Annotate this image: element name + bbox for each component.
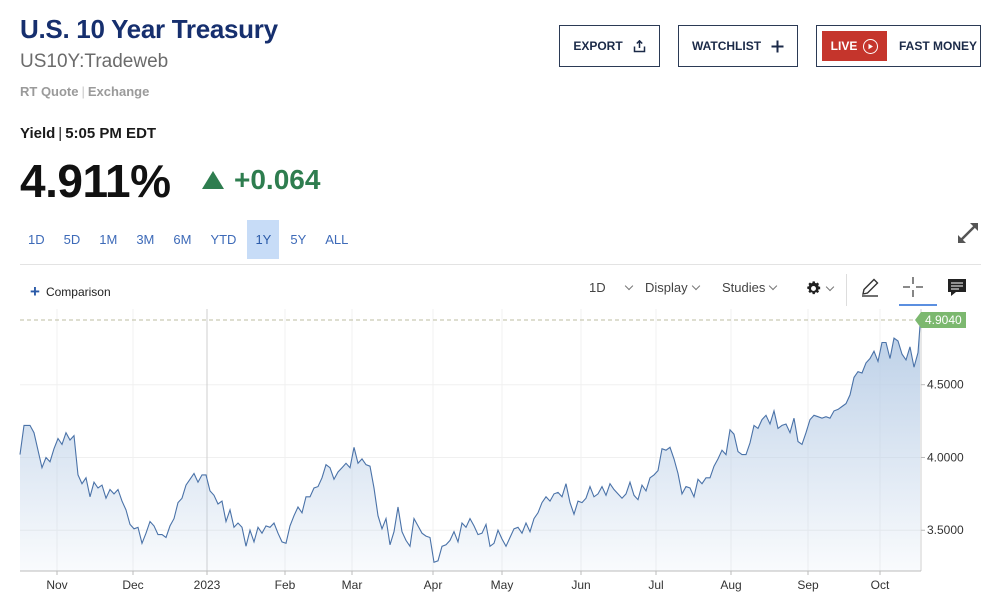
range-5y[interactable]: 5Y bbox=[290, 232, 307, 247]
price-change: +0.064 bbox=[202, 164, 320, 196]
quote-exchange: Exchange bbox=[87, 84, 150, 99]
range-1m[interactable]: 1M bbox=[99, 232, 118, 247]
range-all[interactable]: ALL bbox=[325, 232, 349, 247]
toolbar-divider bbox=[846, 274, 847, 306]
separator: | bbox=[58, 125, 63, 142]
last-price-label: 4.9040 bbox=[925, 313, 962, 327]
range-selector: 1D 5D 1M 3M 6M YTD 1Y 5Y ALL bbox=[20, 220, 359, 259]
gear-icon bbox=[807, 281, 821, 295]
range-3m[interactable]: 3M bbox=[136, 232, 155, 247]
display-dropdown[interactable]: Display bbox=[645, 280, 700, 295]
x-tick-label: Jun bbox=[571, 578, 590, 592]
comparison-button[interactable]: + Comparison bbox=[30, 283, 111, 300]
x-tick-label: Apr bbox=[424, 578, 443, 592]
x-tick-label: Jul bbox=[648, 578, 663, 592]
x-tick-label: 2023 bbox=[194, 578, 221, 592]
share-icon bbox=[633, 39, 645, 52]
last-price: 4.911% bbox=[20, 155, 171, 207]
quote-time: 5:05 PM EDT bbox=[65, 125, 157, 142]
chevron-down-icon bbox=[691, 281, 700, 291]
chevron-down-icon bbox=[825, 282, 835, 292]
range-1d[interactable]: 1D bbox=[28, 232, 45, 247]
studies-dropdown[interactable]: Studies bbox=[722, 280, 778, 295]
x-tick-label: Oct bbox=[871, 578, 890, 592]
pencil-icon[interactable] bbox=[859, 276, 881, 298]
quote-type: RT Quote bbox=[20, 84, 79, 99]
symbol-label: US10Y:Tradeweb bbox=[20, 51, 169, 72]
range-5d[interactable]: 5D bbox=[63, 232, 81, 247]
y-tick-label: 3.5000 bbox=[927, 523, 964, 537]
export-button-label: EXPORT bbox=[573, 39, 623, 53]
divider bbox=[20, 264, 981, 265]
x-tick-label: Feb bbox=[275, 578, 296, 592]
interval-dropdown[interactable]: 1D bbox=[589, 280, 633, 295]
series-area bbox=[20, 325, 920, 571]
interval-label: 1D bbox=[589, 280, 606, 295]
chevron-down-icon bbox=[624, 281, 633, 291]
range-6m[interactable]: 6M bbox=[173, 232, 192, 247]
play-icon bbox=[863, 38, 879, 54]
page-title: U.S. 10 Year Treasury bbox=[20, 14, 278, 44]
range-1y[interactable]: 1Y bbox=[247, 220, 280, 259]
plus-icon bbox=[771, 40, 784, 52]
display-label: Display bbox=[645, 280, 688, 295]
plus-icon: + bbox=[30, 282, 40, 301]
x-tick-label: Mar bbox=[342, 578, 363, 592]
x-tick-label: Nov bbox=[46, 578, 67, 592]
yield-timestamp: Yield | 5:05 PM EDT bbox=[20, 125, 156, 142]
fast-money-label: FAST MONEY bbox=[899, 39, 978, 53]
yield-label: Yield bbox=[20, 125, 56, 142]
export-button[interactable]: EXPORT bbox=[559, 25, 660, 67]
yield-chart[interactable]: 3.5000 4.0000 4.5000 Nov Dec 2023 Feb Mar Apr May… bbox=[0, 308, 986, 603]
y-tick-label: 4.0000 bbox=[927, 450, 964, 464]
studies-label: Studies bbox=[722, 280, 766, 295]
separator: | bbox=[81, 84, 85, 99]
comment-icon[interactable] bbox=[946, 276, 968, 298]
crosshair-icon[interactable] bbox=[902, 276, 924, 298]
last-price-tag bbox=[915, 312, 966, 328]
y-tick-label: 4.5000 bbox=[927, 378, 964, 392]
quote-source: RT Quote | Exchange bbox=[20, 84, 149, 99]
live-badge: LIVE bbox=[822, 31, 887, 61]
series-line bbox=[19, 325, 921, 564]
x-tick-label: May bbox=[491, 578, 514, 592]
settings-dropdown[interactable] bbox=[805, 280, 835, 297]
expand-icon[interactable] bbox=[955, 220, 981, 246]
comparison-label: Comparison bbox=[45, 284, 111, 299]
change-value: +0.064 bbox=[234, 164, 321, 195]
watchlist-button-label: WATCHLIST bbox=[691, 39, 762, 53]
fast-money-button[interactable]: LIVE FAST MONEY bbox=[816, 25, 981, 67]
chevron-down-icon bbox=[769, 281, 778, 291]
range-ytd[interactable]: YTD bbox=[210, 232, 237, 247]
x-tick-label: Aug bbox=[720, 578, 741, 592]
live-label: LIVE bbox=[830, 39, 858, 53]
watchlist-button[interactable]: WATCHLIST bbox=[678, 25, 798, 67]
active-tool-indicator bbox=[899, 304, 937, 306]
x-tick-label: Sep bbox=[797, 578, 819, 592]
up-arrow-icon bbox=[202, 171, 224, 189]
x-tick-label: Dec bbox=[122, 578, 143, 592]
